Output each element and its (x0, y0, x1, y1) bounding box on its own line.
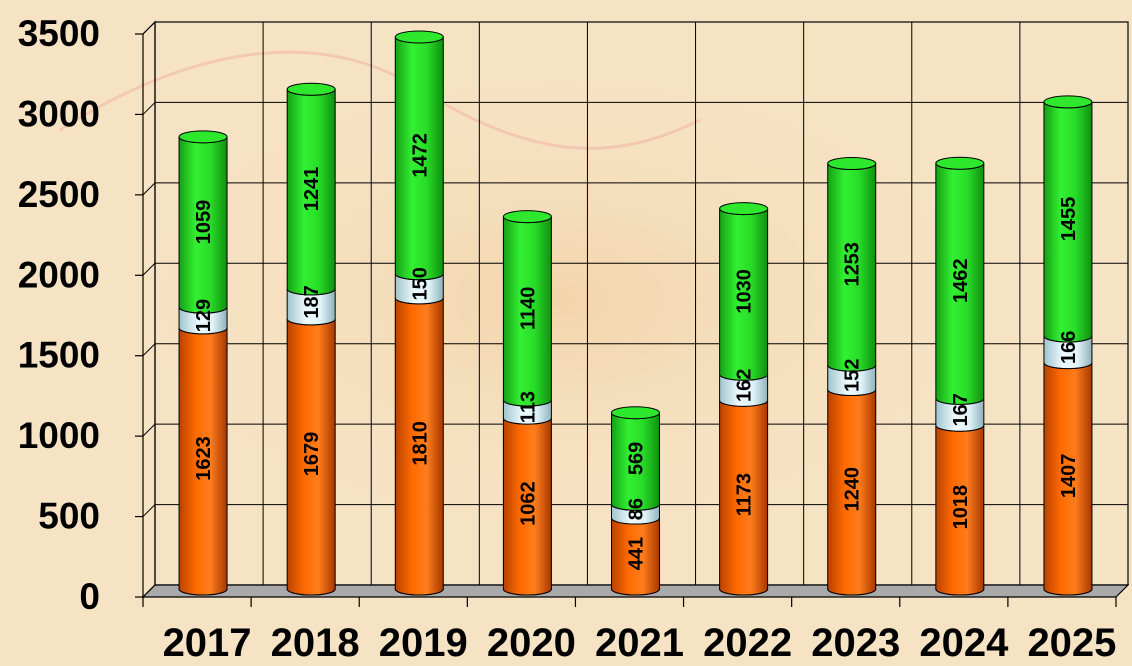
data-label-2021-s1: 86 (626, 498, 648, 520)
bar-top-cap (719, 202, 769, 216)
bar-top-cap (286, 82, 336, 96)
data-label-2018-s0: 1679 (301, 432, 323, 477)
x-category-label: 2023 (811, 621, 900, 665)
x-category-label: 2024 (919, 621, 1009, 665)
data-label-2025-s2: 1455 (1058, 197, 1080, 242)
data-label-2024-s0: 1018 (950, 485, 972, 530)
data-label-2021-s0: 441 (626, 537, 648, 570)
bars-layer (178, 30, 1093, 596)
data-label-2018-s1: 187 (301, 285, 323, 318)
labels-layer: 0 500 1000 1500 2000 2500 3000 3500 1623 129 1059 2… (18, 13, 1117, 665)
data-label-2024-s2: 1462 (950, 259, 972, 304)
x-category-label: 2017 (163, 621, 252, 665)
data-label-2025-s1: 166 (1058, 331, 1080, 364)
bar-top-cap (827, 157, 877, 171)
data-label-2025-s0: 1407 (1058, 454, 1080, 499)
gridline-side (142, 102, 156, 115)
bar-top-cap (935, 156, 985, 170)
gridline-side (142, 262, 156, 276)
y-tick-label: 0 (79, 576, 100, 617)
bar-2023 (827, 157, 877, 596)
bar-top-cap (394, 30, 444, 44)
bar-top-cap (1043, 95, 1093, 109)
y-tick-label: 1500 (18, 335, 100, 376)
bar-2022 (719, 202, 769, 596)
data-label-2018-s2: 1241 (301, 167, 323, 212)
bar-2024 (935, 156, 985, 596)
data-label-2019-s1: 150 (409, 267, 431, 300)
gridline-side (142, 182, 156, 196)
data-label-2023-s1: 152 (842, 359, 864, 392)
bar-2017 (178, 130, 228, 596)
bar-top-cap (178, 130, 228, 144)
y-tick-label: 1000 (18, 415, 100, 456)
gridline-side (142, 423, 156, 437)
bar-2018 (286, 82, 336, 596)
data-label-2017-s1: 129 (193, 299, 215, 332)
data-label-2023-s0: 1240 (842, 467, 864, 512)
gridline-side (142, 21, 156, 35)
x-category-label: 2019 (379, 621, 468, 665)
bar-2021 (611, 406, 660, 596)
y-tick-label: 2500 (18, 174, 100, 215)
data-label-2020-s2: 1140 (517, 287, 539, 330)
data-label-2022-s2: 1030 (734, 269, 756, 314)
bar-top-cap (611, 406, 660, 420)
data-label-2020-s1: 113 (517, 391, 539, 423)
data-label-2017-s0: 1623 (193, 436, 215, 481)
data-label-2022-s0: 1173 (734, 473, 756, 516)
x-category-label: 2025 (1027, 621, 1116, 665)
y-tick-label: 3500 (18, 13, 100, 54)
data-label-2023-s2: 1253 (842, 242, 864, 287)
bar-top-cap (502, 210, 552, 224)
x-category-label: 2018 (271, 621, 360, 665)
data-label-2024-s1: 167 (950, 393, 972, 426)
x-category-label: 2021 (595, 621, 684, 665)
x-category-label: 2020 (487, 621, 576, 665)
bar-2025 (1043, 95, 1093, 596)
y-tick-label: 500 (38, 496, 100, 537)
data-label-2019-s2: 1472 (409, 133, 431, 178)
data-label-2017-s2: 1059 (193, 200, 215, 245)
gridline-side (142, 584, 156, 598)
data-label-2022-s1: 162 (734, 369, 756, 402)
gridline-side (142, 343, 156, 357)
data-label-2020-s0: 1062 (517, 481, 539, 525)
y-tick-label: 3000 (18, 93, 100, 134)
data-label-2019-s0: 1810 (409, 421, 431, 466)
bar-2019 (394, 30, 444, 596)
data-label-2021-s2: 569 (626, 442, 648, 475)
gridline-side (142, 504, 156, 517)
y-tick-label: 2000 (18, 254, 100, 295)
bar-2020 (502, 210, 552, 596)
x-category-label: 2022 (703, 621, 792, 665)
